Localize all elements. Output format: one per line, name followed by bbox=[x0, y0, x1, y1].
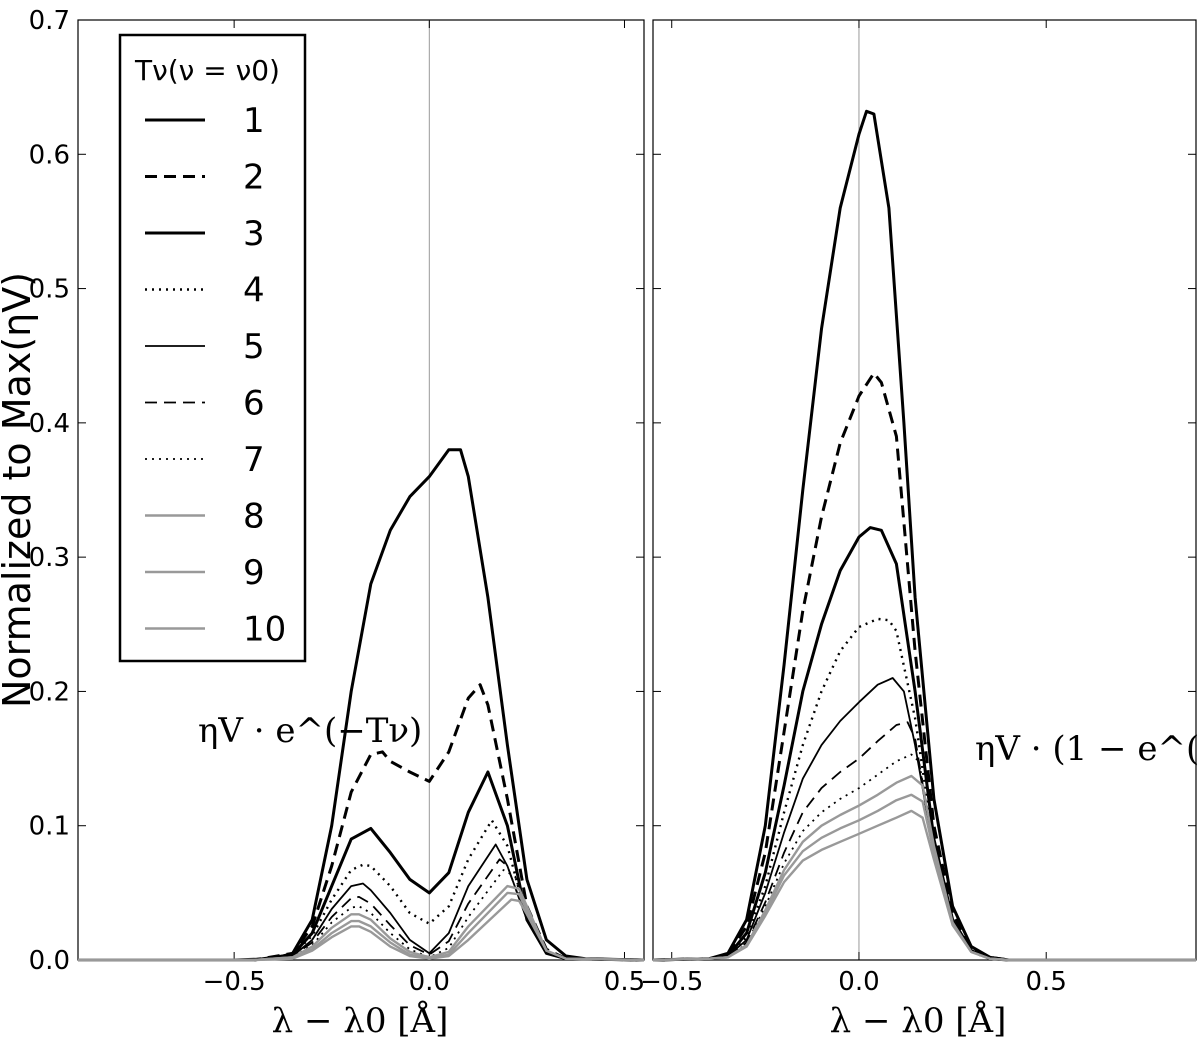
left-panel-series bbox=[78, 448, 645, 962]
x-tick-label: 0.5 bbox=[604, 967, 645, 997]
x-tick-label: −0.5 bbox=[203, 967, 266, 997]
x-tick-label: 0.0 bbox=[838, 967, 879, 997]
series-line-10 bbox=[652, 809, 1196, 962]
legend: Tν(ν = ν0) 1 2 3 4 5 6 7 8 9 10 bbox=[118, 33, 307, 663]
y-tick-label: 0.4 bbox=[29, 409, 70, 439]
legend-label-3: 3 bbox=[243, 214, 265, 254]
right-panel-ticks: −0.5 0.0 0.5 bbox=[640, 19, 1196, 997]
legend-label-9: 9 bbox=[243, 553, 265, 593]
legend-label-10: 10 bbox=[243, 610, 286, 650]
legend-label-5: 5 bbox=[243, 327, 265, 367]
legend-label-1: 1 bbox=[243, 101, 265, 141]
series-line-5 bbox=[78, 843, 645, 961]
y-tick-label: 0.0 bbox=[29, 946, 70, 976]
y-tick-label: 0.2 bbox=[29, 677, 70, 707]
series-line-2 bbox=[78, 683, 645, 962]
x-tick-label: −0.5 bbox=[640, 967, 703, 997]
series-line-1 bbox=[652, 109, 1196, 962]
series-line-9 bbox=[652, 793, 1196, 962]
series-line-2 bbox=[652, 371, 1196, 962]
right-panel-frame bbox=[652, 19, 1197, 961]
left-panel-ticks: −0.5 0.0 0.5 0.0 0.1 0.2 0.3 0.4 0.5 0.6 0.7 bbox=[29, 6, 646, 997]
right-panel-series bbox=[652, 109, 1196, 962]
left-panel-annotation: ηV · e^(−Tν) bbox=[198, 711, 422, 751]
legend-box bbox=[118, 33, 307, 663]
legend-entries: 1 2 3 4 5 6 7 8 9 10 bbox=[145, 101, 286, 650]
series-line-5 bbox=[652, 677, 1196, 961]
series-line-4 bbox=[78, 819, 645, 962]
legend-label-8: 8 bbox=[243, 497, 265, 537]
series-line-10 bbox=[78, 898, 645, 962]
legend-label-7: 7 bbox=[243, 440, 265, 480]
right-x-axis-title: λ − λ0 [Å] bbox=[830, 1000, 1007, 1041]
y-axis-title: Normalized to Max(ηV) bbox=[0, 272, 39, 708]
y-tick-label: 0.7 bbox=[29, 6, 70, 36]
x-tick-label: 0.5 bbox=[1026, 967, 1067, 997]
legend-label-2: 2 bbox=[243, 158, 265, 198]
y-tick-label: 0.5 bbox=[29, 275, 70, 305]
left-x-axis-title: λ − λ0 [Å] bbox=[272, 1000, 449, 1041]
y-tick-label: 0.1 bbox=[29, 812, 70, 842]
legend-label-4: 4 bbox=[243, 271, 265, 311]
legend-title: Tν(ν = ν0) bbox=[134, 54, 280, 87]
series-line-8 bbox=[78, 884, 645, 962]
right-panel-annotation: ηV · (1 − e^(−Tν)) / Tν bbox=[975, 729, 1200, 769]
legend-label-6: 6 bbox=[243, 384, 265, 424]
y-tick-label: 0.3 bbox=[29, 543, 70, 573]
series-line-7 bbox=[652, 753, 1196, 961]
y-tick-label: 0.6 bbox=[29, 140, 70, 170]
series-line-6 bbox=[78, 858, 645, 961]
left-panel-frame bbox=[77, 19, 645, 961]
x-tick-label: 0.0 bbox=[409, 967, 450, 997]
